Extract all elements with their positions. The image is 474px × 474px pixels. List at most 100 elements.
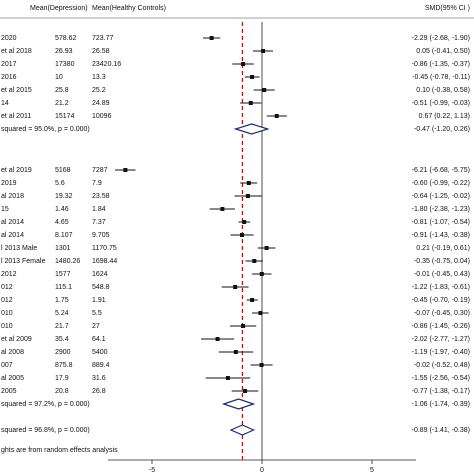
mean-controls: 1170.75 <box>92 245 117 252</box>
mean-controls: 9.705 <box>92 232 110 239</box>
effect-label: -0.81 (-1.07, -0.54) <box>412 219 470 226</box>
mean-controls: 1698.44 <box>92 258 117 265</box>
effect-label: -6.21 (-6.68, -5.75) <box>412 167 470 174</box>
mean-depression: 10 <box>55 74 63 81</box>
effect-marker <box>215 337 220 341</box>
mean-controls: 25.2 <box>92 87 106 94</box>
mean-controls: 23420.16 <box>92 61 121 68</box>
study-label: 007 <box>1 362 13 369</box>
effect-label: -0.51 (-0.99, -0.03) <box>412 100 470 107</box>
effect-label: -0.91 (-1.43, -0.38) <box>412 232 470 239</box>
study-label: 2019 <box>1 180 17 187</box>
effect-marker <box>259 272 264 276</box>
x-tick-label: -5 <box>149 467 155 474</box>
effect-label: -0.45 (-0.78, -0.11) <box>412 74 470 81</box>
mean-depression: 1301 <box>55 245 71 252</box>
mean-depression: 19.32 <box>55 193 73 200</box>
mean-depression: 1.75 <box>55 297 69 304</box>
effect-label: -0.89 (-1.41, -0.38) <box>412 427 470 434</box>
effect-label: -0.86 (-1.35, -0.37) <box>412 61 470 68</box>
mean-controls: 5400 <box>92 349 108 356</box>
study-label: 010 <box>1 323 13 330</box>
x-tick-label: 5 <box>370 467 374 474</box>
mean-depression: 26.93 <box>55 48 73 55</box>
effect-label: -1.55 (-2.56, -0.54) <box>412 375 470 382</box>
header-effect: SMD(95% CI ) <box>425 5 470 12</box>
effect-label: -2.29 (-2.68, -1.90) <box>412 35 470 42</box>
study-label: l 2013 Female <box>1 258 45 265</box>
effect-marker <box>209 36 214 40</box>
mean-controls: 31.6 <box>92 375 106 382</box>
mean-depression: 1480.26 <box>55 258 80 265</box>
mean-controls: 548.8 <box>92 284 110 291</box>
effect-label: -0.86 (-1.45, -0.26) <box>412 323 470 330</box>
header-depression: Mean(Depression) <box>30 5 88 12</box>
study-label: 2016 <box>1 74 17 81</box>
effect-label: -0.07 (-0.45, 0.30) <box>414 310 470 317</box>
mean-depression: 35.4 <box>55 336 69 343</box>
mean-depression: 21.2 <box>55 100 69 107</box>
mean-depression: 1577 <box>55 271 71 278</box>
mean-controls: 24.89 <box>92 100 110 107</box>
study-label: et al 2009 <box>1 336 32 343</box>
mean-controls: 10096 <box>92 113 112 120</box>
effect-marker <box>252 259 257 263</box>
effect-marker <box>248 101 253 105</box>
effect-label: -1.22 (-1.83, -0.61) <box>412 284 470 291</box>
effect-marker <box>243 389 248 393</box>
summary-diamond <box>233 123 270 135</box>
effect-marker <box>233 350 238 354</box>
mean-controls: 1624 <box>92 271 108 278</box>
mean-depression: 21.7 <box>55 323 69 330</box>
effect-label: -0.77 (-1.38, -0.17) <box>412 388 470 395</box>
study-label: et al 2019 <box>1 167 32 174</box>
mean-depression: 15174 <box>55 113 75 120</box>
study-label: 2020 <box>1 35 17 42</box>
effect-label: -1.06 (-1.74, -0.39) <box>412 401 470 408</box>
study-label: squared = 95.0%, p = 0.000) <box>1 126 90 133</box>
effect-marker <box>220 207 225 211</box>
mean-controls: 26.58 <box>92 48 110 55</box>
effect-marker <box>250 298 255 302</box>
mean-controls: 23.58 <box>92 193 110 200</box>
study-label: al 2005 <box>1 375 24 382</box>
mean-depression: 1.46 <box>55 206 69 213</box>
mean-depression: 4.65 <box>55 219 69 226</box>
effect-marker <box>258 311 263 315</box>
mean-depression: 25.8 <box>55 87 69 94</box>
effect-label: -2.02 (-2.77, -1.27) <box>412 336 470 343</box>
study-label: 2005 <box>1 388 17 395</box>
study-label: 012 <box>1 284 13 291</box>
effect-marker <box>262 88 267 92</box>
effect-label: 0.05 (-0.41, 0.50) <box>416 48 470 55</box>
mean-controls: 5.5 <box>92 310 102 317</box>
study-label: et al 2011 <box>1 113 31 120</box>
effect-marker <box>239 233 244 237</box>
effect-label: -0.02 (-0.52, 0.48) <box>414 362 470 369</box>
effect-label: -0.01 (-0.45, 0.43) <box>414 271 470 278</box>
study-label: et al 2015 <box>1 87 32 94</box>
effect-label: -0.45 (-0.70, -0.19) <box>412 297 470 304</box>
effect-label: -0.60 (-0.99, -0.22) <box>412 180 470 187</box>
effect-marker <box>259 363 264 367</box>
study-label: 15 <box>1 206 9 213</box>
effect-marker <box>264 246 269 250</box>
x-tick-label: 0 <box>260 467 264 474</box>
effect-marker <box>245 194 250 198</box>
effect-marker <box>274 114 279 118</box>
mean-controls: 64.1 <box>92 336 106 343</box>
mean-depression: 20.8 <box>55 388 69 395</box>
effect-label: 0.21 (-0.19, 0.61) <box>416 245 470 252</box>
study-label: l 2013 Male <box>1 245 37 252</box>
mean-depression: 17380 <box>55 61 75 68</box>
study-label: squared = 97.2%, p = 0.000) <box>1 401 90 408</box>
mean-controls: 889.4 <box>92 362 110 369</box>
mean-controls: 7.37 <box>92 219 106 226</box>
study-label: et al 2018 <box>1 48 32 55</box>
mean-controls: 1.84 <box>92 206 106 213</box>
study-label: al 2014 <box>1 232 24 239</box>
mean-controls: 723.77 <box>92 35 114 42</box>
mean-depression: 578.62 <box>55 35 77 42</box>
footnote: ghts are from random effects analysis <box>1 447 118 454</box>
